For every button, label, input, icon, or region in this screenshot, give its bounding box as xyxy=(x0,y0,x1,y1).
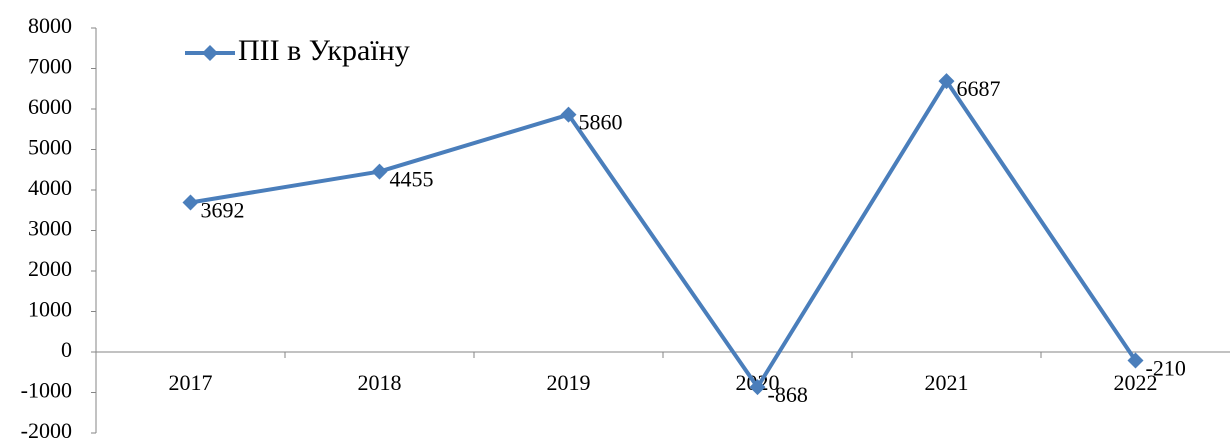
data-label: 6687 xyxy=(957,76,1001,101)
series-line xyxy=(190,79,1138,390)
marker xyxy=(1127,352,1144,369)
y-tick-label: 7000 xyxy=(28,54,72,79)
data-label: -210 xyxy=(1146,356,1186,381)
y-tick-label: 5000 xyxy=(28,135,72,160)
y-tick-label: 6000 xyxy=(28,94,72,119)
x-tick-label: 2018 xyxy=(358,370,402,395)
marker xyxy=(182,194,199,211)
legend-marker xyxy=(202,45,218,61)
x-tick-label: 2021 xyxy=(925,370,969,395)
y-tick-label: -2000 xyxy=(21,418,72,441)
y-tick-label: 1000 xyxy=(28,297,72,322)
marker xyxy=(371,163,388,180)
x-tick-label: 2019 xyxy=(547,370,591,395)
y-tick-label: 4000 xyxy=(28,175,72,200)
marker xyxy=(749,379,766,396)
y-tick-label: -1000 xyxy=(21,378,72,403)
data-label: 4455 xyxy=(390,167,434,192)
legend-label: ПІІ в Україну xyxy=(238,34,410,67)
marker xyxy=(560,106,577,123)
y-tick-label: 3000 xyxy=(28,216,72,241)
x-tick-label: 2017 xyxy=(169,370,213,395)
data-label: 5860 xyxy=(579,110,623,135)
x-tick-label: 2022 xyxy=(1114,370,1158,395)
y-tick-label: 8000 xyxy=(28,13,72,38)
y-tick-label: 2000 xyxy=(28,256,72,281)
marker xyxy=(938,73,955,90)
data-label: 3692 xyxy=(201,198,245,223)
data-label: -868 xyxy=(768,382,808,407)
y-tick-label: 0 xyxy=(61,337,72,362)
